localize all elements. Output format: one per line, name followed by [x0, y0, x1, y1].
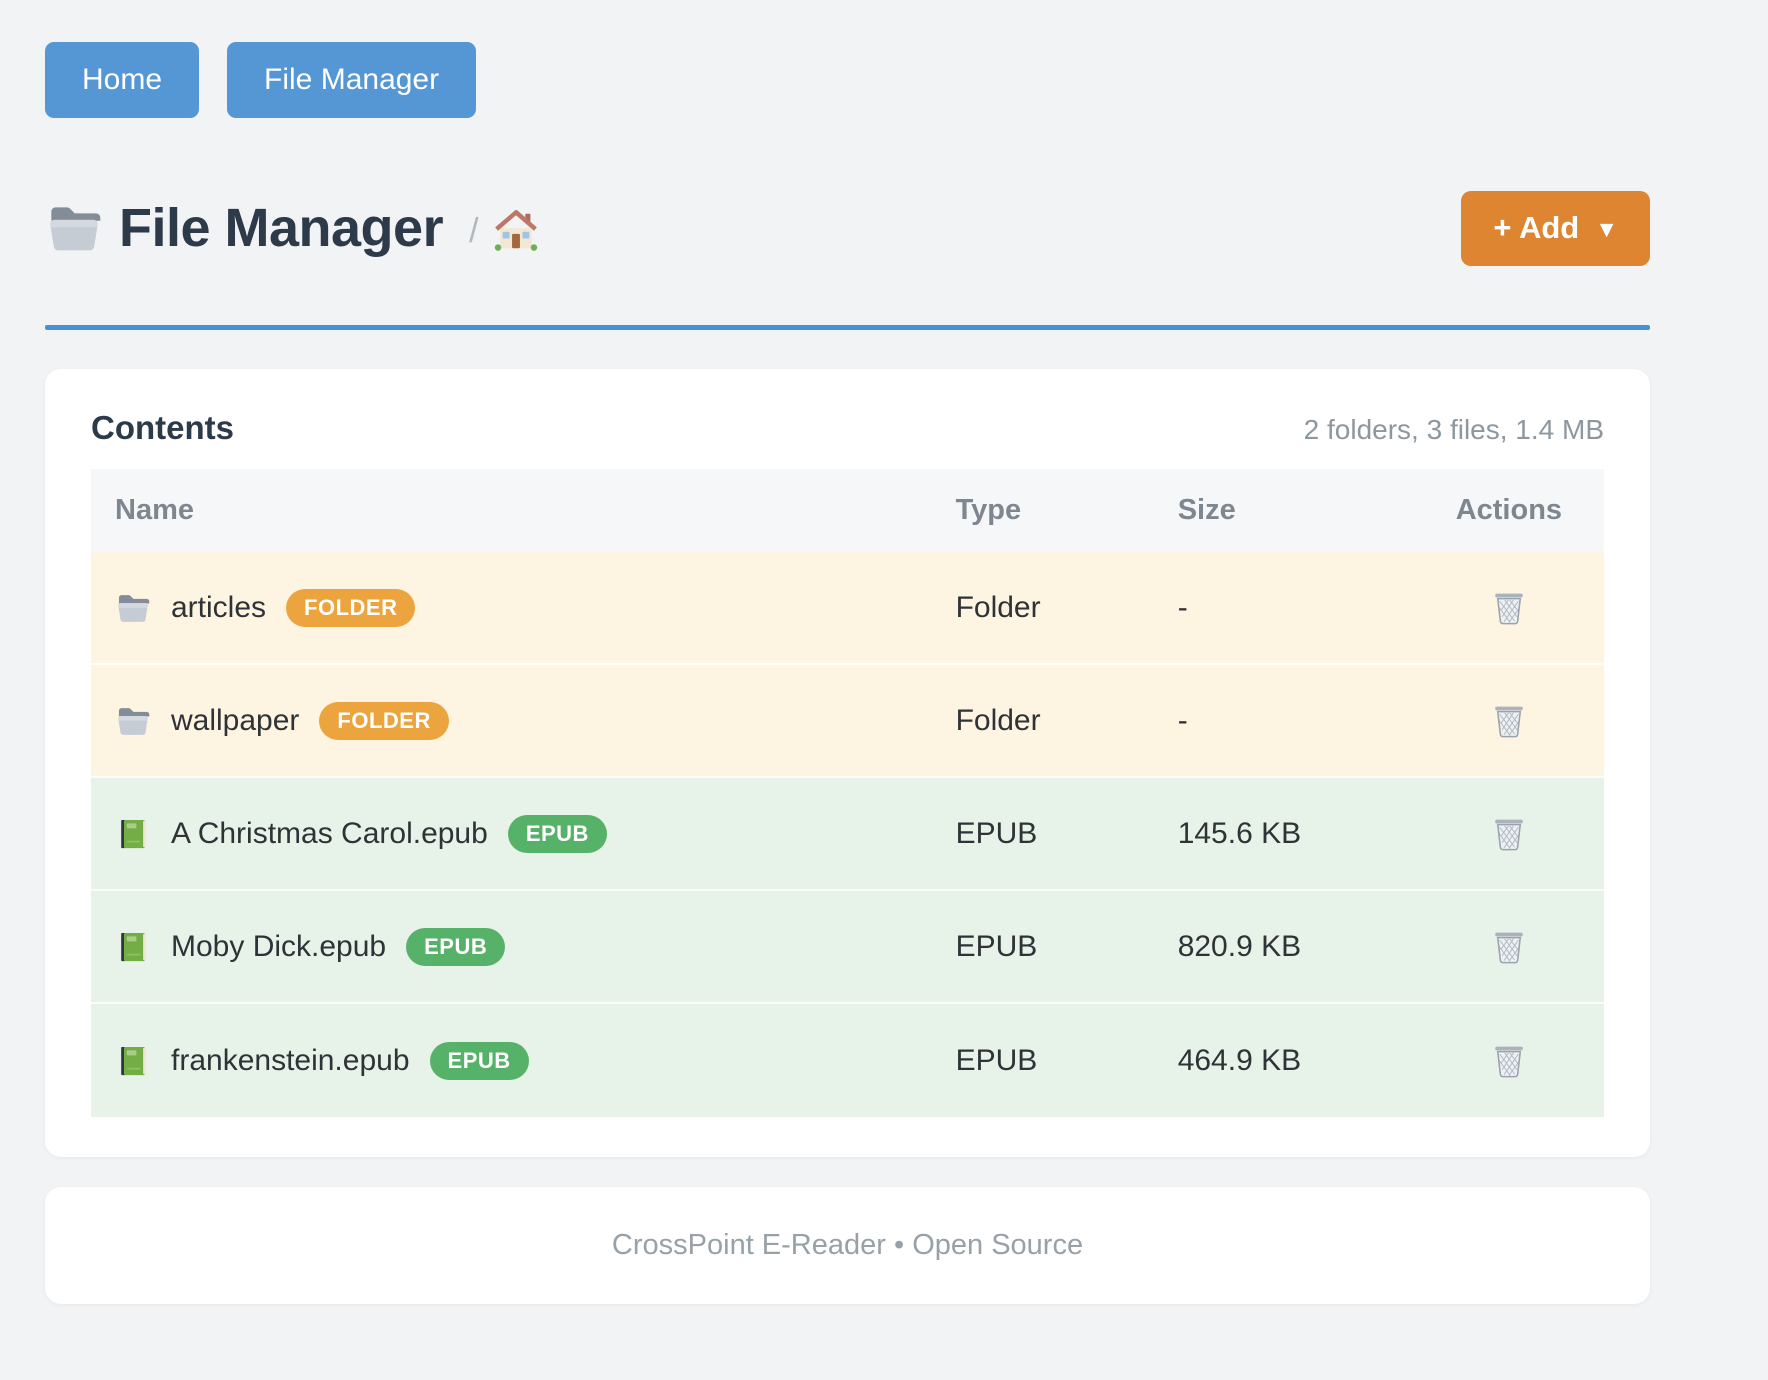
type-badge: EPUB [406, 927, 506, 966]
page-container: Home File Manager File Manager / + Add ▼… [45, 0, 1650, 1304]
size-cell: 145.6 KB [1177, 816, 1302, 850]
file-name[interactable]: A Christmas Carol.epub [171, 816, 488, 850]
trash-icon [1489, 1041, 1529, 1081]
delete-button[interactable] [1489, 588, 1529, 628]
home-button[interactable]: Home [45, 42, 200, 118]
table-header-row: Name Type Size Actions [91, 469, 1604, 552]
page-title: File Manager [119, 198, 444, 258]
accent-divider [45, 325, 1650, 330]
trash-icon [1489, 701, 1529, 741]
file-name[interactable]: Moby Dick.epub [171, 929, 387, 963]
add-button[interactable]: + Add ▼ [1461, 190, 1650, 266]
contents-heading: Contents [91, 409, 234, 446]
house-icon[interactable] [493, 208, 539, 254]
size-cell: 820.9 KB [1177, 929, 1302, 963]
table-row-moby-dick[interactable]: Moby Dick.epub EPUB EPUB 820.9 KB [91, 891, 1604, 1004]
column-header-actions: Actions [1455, 494, 1563, 526]
folder-icon [115, 703, 151, 739]
file-name[interactable]: wallpaper [171, 703, 300, 737]
page-header: File Manager / + Add ▼ [45, 188, 1650, 268]
delete-button[interactable] [1489, 701, 1529, 741]
table-row-articles[interactable]: articles FOLDER Folder - [91, 552, 1604, 665]
trash-icon [1489, 927, 1529, 967]
add-button-label: + Add [1493, 210, 1580, 245]
type-badge: FOLDER [319, 701, 449, 740]
top-nav: Home File Manager [45, 0, 1650, 118]
type-badge: EPUB [507, 814, 607, 853]
contents-card: Contents 2 folders, 3 files, 1.4 MB Name… [45, 369, 1650, 1157]
trash-icon [1489, 588, 1529, 628]
breadcrumb-separator: / [469, 211, 479, 250]
contents-summary: 2 folders, 3 files, 1.4 MB [1303, 414, 1604, 445]
type-cell: EPUB [955, 816, 1038, 850]
size-cell: 464.9 KB [1177, 1043, 1302, 1077]
folder-icon [115, 590, 151, 626]
type-cell: EPUB [955, 929, 1038, 963]
type-cell: Folder [955, 590, 1041, 624]
type-badge: EPUB [429, 1041, 529, 1080]
file-name[interactable]: frankenstein.epub [171, 1043, 410, 1077]
delete-button[interactable] [1489, 814, 1529, 854]
book-icon [115, 1043, 151, 1079]
type-cell: Folder [955, 703, 1041, 737]
book-icon [115, 816, 151, 852]
column-header-name: Name [115, 494, 194, 526]
table-row-frankenstein[interactable]: frankenstein.epub EPUB EPUB 464.9 KB [91, 1004, 1604, 1117]
table-row-christmas-carol[interactable]: A Christmas Carol.epub EPUB EPUB 145.6 K… [91, 778, 1604, 891]
column-header-size: Size [1177, 494, 1236, 526]
file-name[interactable]: articles [171, 590, 267, 624]
footer-text: CrossPoint E-Reader • Open Source [611, 1229, 1084, 1261]
column-header-type: Type [955, 494, 1022, 526]
delete-button[interactable] [1489, 1041, 1529, 1081]
file-table: Name Type Size Actions articles FOLDER F… [91, 469, 1604, 1117]
type-badge: FOLDER [286, 588, 416, 627]
size-cell: - [1177, 590, 1188, 624]
folder-icon [45, 199, 103, 257]
file-manager-button[interactable]: File Manager [227, 42, 477, 118]
book-icon [115, 929, 151, 965]
trash-icon [1489, 814, 1529, 854]
delete-button[interactable] [1489, 927, 1529, 967]
footer: CrossPoint E-Reader • Open Source [45, 1187, 1650, 1304]
type-cell: EPUB [955, 1043, 1038, 1077]
size-cell: - [1177, 703, 1188, 737]
contents-card-header: Contents 2 folders, 3 files, 1.4 MB [91, 409, 1604, 447]
table-row-wallpaper[interactable]: wallpaper FOLDER Folder - [91, 665, 1604, 778]
caret-down-icon: ▼ [1595, 215, 1618, 242]
